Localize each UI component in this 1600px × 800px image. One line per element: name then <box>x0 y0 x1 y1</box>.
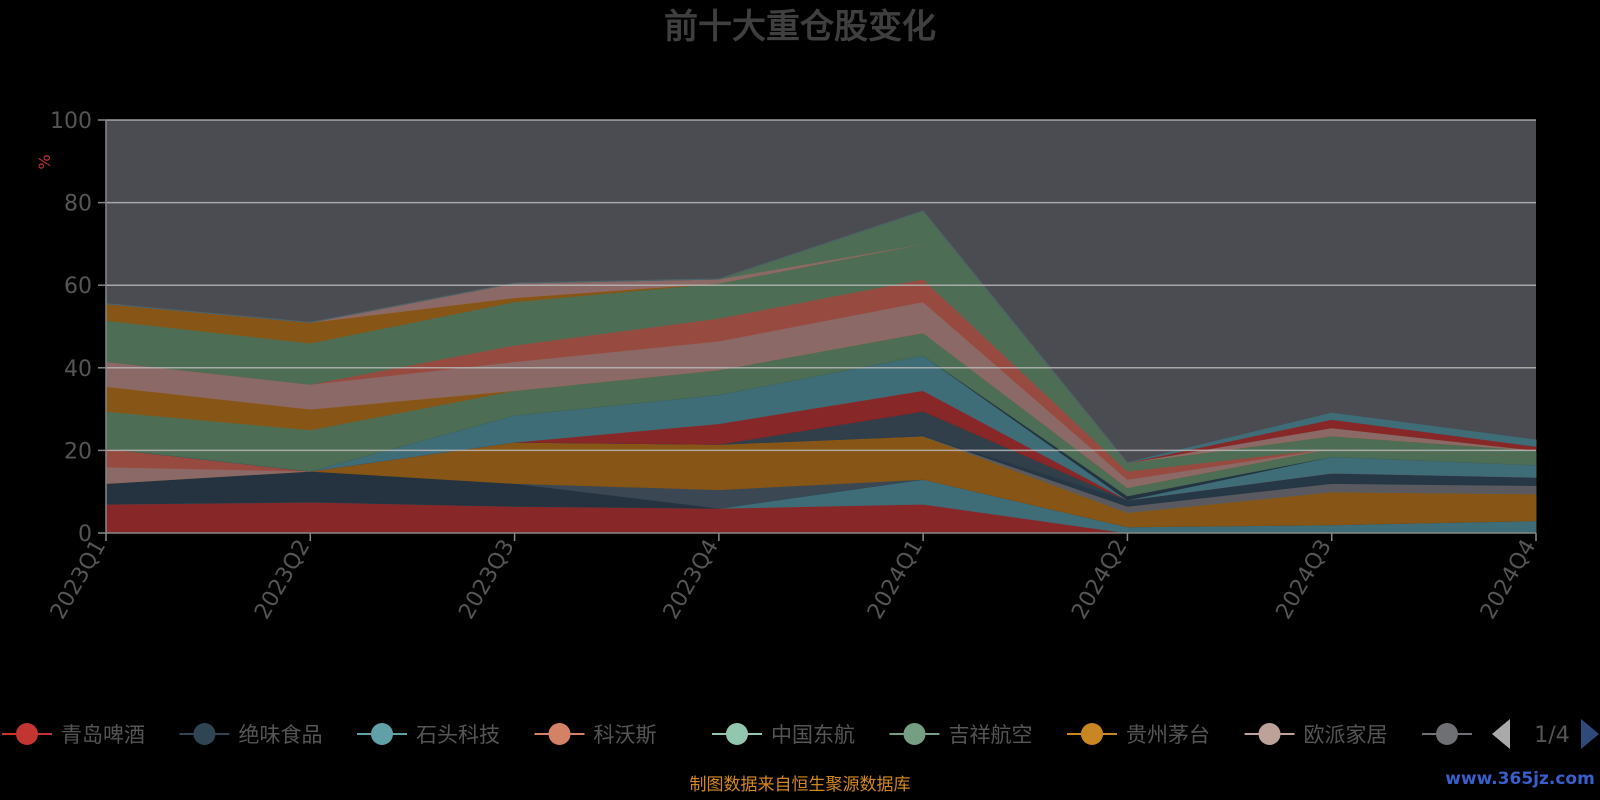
area-series-24 <box>105 210 1537 464</box>
data-source-note: 制图数据来自恒生聚源数据库 <box>690 775 911 795</box>
y-tick-label-0: 0 <box>78 522 92 547</box>
y-tick-label-2: 40 <box>64 357 92 382</box>
legend-marker <box>193 723 216 745</box>
legend-item-2[interactable]: 石头科技 <box>357 723 500 747</box>
plot-area <box>105 120 1537 534</box>
legend-marker <box>548 723 571 745</box>
legend-page-indicator: 1/4 <box>1534 723 1569 748</box>
legend-label: 科沃斯 <box>594 723 657 747</box>
y-tick-label-1: 20 <box>64 439 92 464</box>
legend-label: 绝味食品 <box>239 723 323 747</box>
legend-marker <box>726 723 748 745</box>
y-tick-label-5: 100 <box>50 109 92 134</box>
grid <box>106 119 1536 452</box>
watermark: www.365jz.com <box>1445 769 1595 789</box>
legend-label: 吉祥航空 <box>949 723 1033 747</box>
chart-title: 前十大重仓股变化 <box>664 7 936 47</box>
legend-marker <box>371 723 393 745</box>
x-tick-label-0: 2023Q1 <box>46 536 111 624</box>
legend-marker <box>1258 723 1281 745</box>
legend-marker <box>903 723 926 745</box>
legend-item-1[interactable]: 绝味食品 <box>179 723 323 747</box>
legend: 青岛啤酒绝味食品石头科技科沃斯中国东航吉祥航空贵州茅台欧派家居华1/4 <box>2 712 1600 756</box>
legend-item-6[interactable]: 贵州茅台 <box>1067 723 1210 747</box>
y-axis-unit: % <box>35 154 54 169</box>
y-tick-label-3: 60 <box>64 274 92 299</box>
legend-label: 石头科技 <box>416 723 500 747</box>
legend-next-page-icon[interactable] <box>1581 719 1599 749</box>
x-tick-label-4: 2024Q1 <box>863 536 928 624</box>
legend-marker <box>1436 723 1458 745</box>
x-tick-label-2: 2023Q3 <box>454 536 519 624</box>
legend-item-3[interactable]: 科沃斯 <box>534 723 657 747</box>
legend-item-7[interactable]: 欧派家居 <box>1244 723 1388 747</box>
legend-marker <box>1081 723 1103 745</box>
legend-item-4[interactable]: 中国东航 <box>712 723 855 747</box>
y-tick-label-4: 80 <box>64 192 92 217</box>
x-tick-label-7: 2024Q4 <box>1476 536 1541 624</box>
x-tick-label-1: 2023Q2 <box>250 536 315 624</box>
legend-item-0[interactable]: 青岛啤酒 <box>2 723 145 747</box>
legend-marker <box>16 723 38 745</box>
x-tick-label-6: 2024Q3 <box>1272 536 1337 624</box>
legend-label: 中国东航 <box>771 723 855 747</box>
x-tick-label-3: 2023Q4 <box>659 536 724 624</box>
legend-label: 青岛啤酒 <box>61 723 145 747</box>
x-tick-label-5: 2024Q2 <box>1067 536 1132 624</box>
legend-label: 贵州茅台 <box>1126 723 1210 747</box>
legend-item-5[interactable]: 吉祥航空 <box>889 723 1033 747</box>
legend-prev-page-icon[interactable] <box>1492 719 1510 749</box>
legend-label: 欧派家居 <box>1304 723 1388 747</box>
